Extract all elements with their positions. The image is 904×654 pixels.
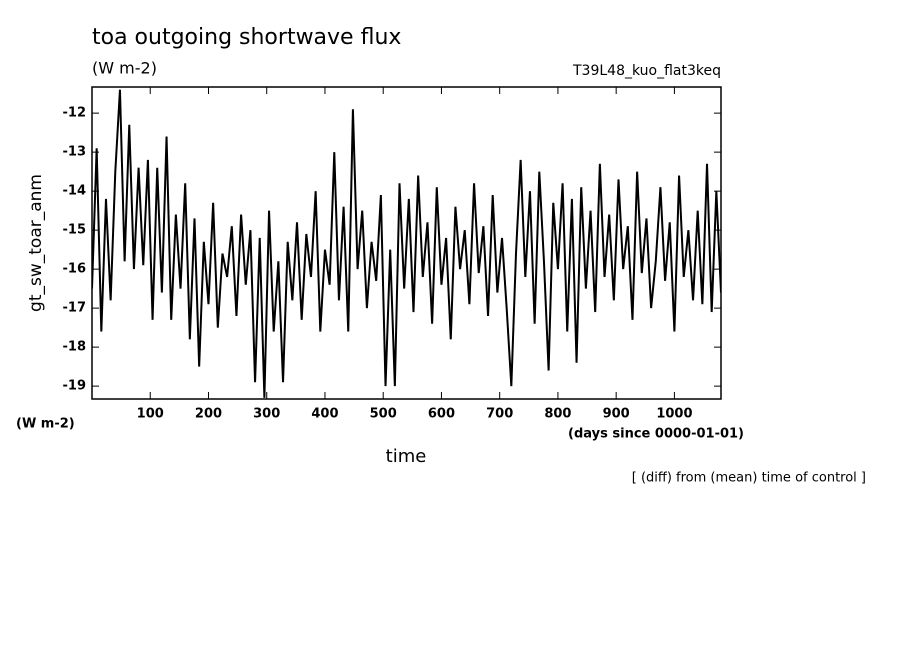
note: [ (diff) from (mean) time of control ]	[632, 471, 866, 486]
data-line	[92, 89, 721, 398]
x-tick-label: 900	[603, 407, 630, 422]
y-unit: (W m-2)	[16, 417, 75, 432]
x-unit: (days since 0000-01-01)	[568, 427, 744, 442]
x-tick-label: 500	[370, 407, 397, 422]
x-tick-label: 400	[311, 407, 338, 422]
y-tick-label: -18	[63, 340, 87, 355]
x-tick-label: 700	[486, 407, 513, 422]
x-tick-label: 100	[137, 407, 164, 422]
subtitle: (W m-2)	[92, 59, 157, 78]
x-tick-label: 1000	[656, 407, 692, 422]
run-label: T39L48_kuo_flat3keq	[572, 63, 721, 79]
y-tick-label: -19	[63, 379, 87, 394]
y-tick-label: -15	[63, 223, 87, 238]
y-tick-label: -16	[63, 262, 87, 277]
chart-title: toa outgoing shortwave flux	[92, 25, 401, 50]
x-tick-label: 800	[544, 407, 571, 422]
x-tick-label: 600	[428, 407, 455, 422]
x-axis-label: time	[386, 446, 427, 467]
y-tick-label: -14	[63, 184, 87, 199]
y-tick-label: -12	[63, 106, 87, 121]
x-tick-label: 200	[195, 407, 222, 422]
y-axis-label: gt_sw_toar_anm	[26, 174, 46, 312]
y-tick-label: -17	[63, 301, 87, 316]
plot-frame	[91, 86, 722, 400]
x-tick-label: 300	[253, 407, 280, 422]
y-tick-label: -13	[63, 145, 87, 160]
